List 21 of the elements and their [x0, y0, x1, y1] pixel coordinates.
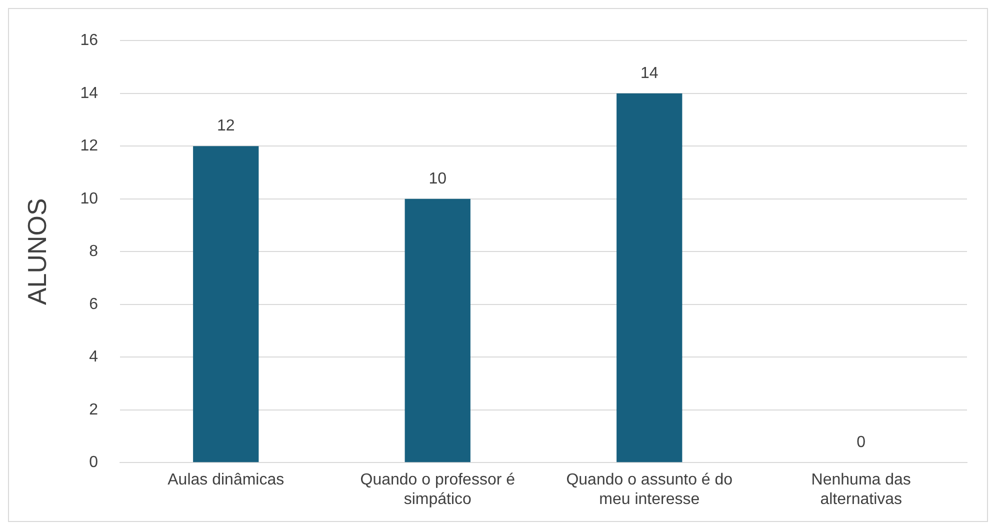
y-tick-label: 2	[89, 401, 98, 418]
data-label: 10	[428, 170, 447, 188]
x-tick-label: Aulas dinâmicas	[168, 472, 284, 489]
x-tick-label: Quando o professor é simpático	[360, 472, 516, 508]
y-tick-label: 14	[80, 84, 98, 102]
y-tick-label: 8	[89, 243, 98, 260]
y-tick-label: 4	[89, 348, 98, 366]
bar	[404, 198, 470, 462]
y-tick-label: 0	[89, 454, 98, 472]
y-tick-label: 6	[89, 296, 98, 313]
data-label: 12	[216, 118, 235, 135]
data-label: 14	[640, 64, 658, 82]
y-axis-title: ALUNOS	[22, 198, 52, 306]
x-tick-label: Quando o assunto é do meu interesse	[566, 472, 733, 508]
bar	[616, 93, 682, 462]
y-tick-label: 12	[80, 138, 98, 155]
y-tick-label: 10	[80, 190, 98, 208]
x-tick-label: Nenhuma das alternativas	[811, 472, 911, 508]
y-tick-label: 16	[80, 32, 98, 50]
data-label: 0	[856, 434, 866, 452]
bar	[193, 146, 259, 462]
